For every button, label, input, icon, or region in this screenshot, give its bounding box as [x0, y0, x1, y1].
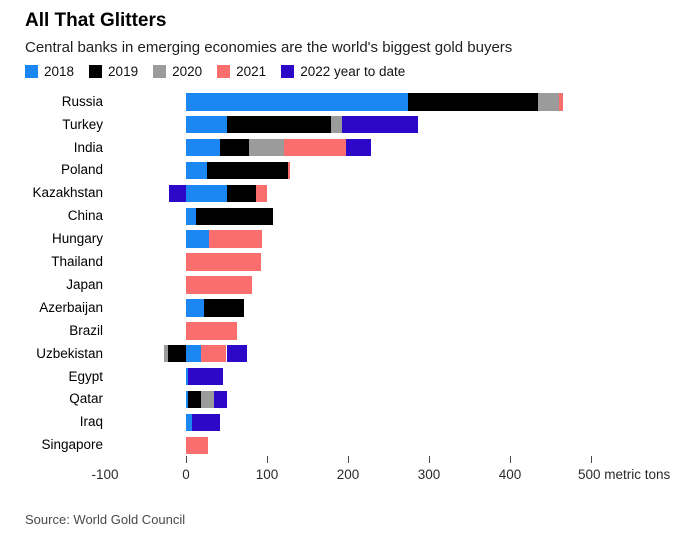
country-label-china: China [67, 208, 103, 224]
bar-segment-china-2019 [195, 207, 273, 225]
bar-segment-qatar-2019 [188, 390, 201, 409]
legend-item-2022: 2022 year to date [281, 64, 405, 79]
bar-segment-india-2021 [284, 138, 347, 157]
bar-segment-kazakhstan-2022 [168, 184, 186, 203]
country-label-kazakhstan: Kazakhstan [32, 185, 103, 201]
bar-segment-india-2019 [220, 138, 250, 157]
country-label-poland: Poland [60, 162, 103, 178]
x-axis-tick-0 [186, 456, 187, 463]
country-label-egypt: Egypt [68, 368, 103, 384]
bar-segment-singapore-2021 [186, 436, 208, 454]
country-label-qatar: Qatar [69, 391, 103, 407]
bar-segment-brazil-2021 [186, 322, 238, 340]
legend-item-2019: 2019 [89, 64, 138, 79]
bar-segment-egypt-2022 [187, 367, 224, 386]
country-label-iraq: Iraq [79, 414, 103, 430]
bar-segment-iraq-2018 [186, 413, 193, 432]
bar-segment-poland-2021 [288, 161, 291, 180]
bar-segment-uzbekistan-2019 [168, 344, 186, 363]
bar-segment-india-2018 [186, 138, 221, 157]
chart-title: All That Glitters [25, 10, 167, 31]
legend-label: 2022 year to date [300, 64, 406, 79]
source-note: Source: World Gold Council [25, 512, 186, 527]
x-axis-label-200: 200 [336, 467, 360, 482]
bar-segment-india-2022 [346, 138, 372, 157]
country-label-brazil: Brazil [69, 322, 103, 338]
bar-segment-qatar-2020 [200, 390, 215, 409]
x-axis-label-500-with-unit: 500 metric tons [578, 467, 671, 482]
country-label-thailand: Thailand [51, 254, 103, 270]
legend-swatch [25, 65, 38, 78]
bar-segment-qatar-2018 [186, 390, 189, 409]
legend-item-2018: 2018 [25, 64, 74, 79]
x-axis-label-400: 400 [498, 467, 522, 482]
bar-segment-kazakhstan-2021 [255, 184, 267, 203]
bar-segment-egypt-2018 [186, 367, 188, 386]
bar-segment-hungary-2021 [209, 230, 263, 248]
legend-item-2021: 2021 [217, 64, 266, 79]
bar-segment-japan-2021 [186, 276, 253, 294]
bar-segment-china-2018 [186, 207, 196, 225]
bar-segment-uzbekistan-2020 [164, 344, 169, 363]
bar-segment-poland-2018 [186, 161, 208, 180]
country-label-japan: Japan [66, 276, 103, 292]
x-axis-tick-200 [348, 456, 349, 463]
legend-label: 2019 [108, 64, 139, 79]
country-label-turkey: Turkey [62, 116, 103, 132]
x-axis-label-300: 300 [417, 467, 441, 482]
legend-swatch [217, 65, 231, 78]
bar-segment-turkey-2018 [186, 115, 228, 134]
country-label-azerbaijan: Azerbaijan [39, 299, 103, 315]
country-label-russia: Russia [61, 93, 103, 109]
x-axis-label-0: 0 [182, 467, 190, 482]
legend-swatch [89, 65, 103, 78]
country-label-singapore: Singapore [41, 437, 103, 453]
x-axis-tick-400 [510, 456, 511, 463]
legend-item-2020: 2020 [153, 64, 202, 79]
x-axis-label--100: -100 [91, 467, 119, 482]
bar-segment-uzbekistan-2022 [226, 344, 247, 363]
bar-segment-poland-2019 [207, 161, 289, 180]
x-axis-tick-500 [591, 456, 592, 463]
bar-segment-thailand-2021 [186, 253, 261, 271]
bar-segment-russia-2018 [186, 93, 408, 111]
chart-subtitle: Central banks in emerging economies are … [25, 39, 513, 56]
bar-segment-kazakhstan-2018 [186, 184, 228, 203]
bar-segment-russia-2020 [537, 93, 559, 111]
legend-swatch [281, 65, 295, 78]
bar-segment-russia-2019 [407, 93, 538, 111]
bar-segment-turkey-2022 [341, 115, 419, 134]
x-axis-tick-100 [267, 456, 268, 463]
legend: 2018 2019 2020 2021 2022 year to date [25, 64, 405, 79]
legend-label: 2021 [236, 64, 267, 79]
bar-segment-russia-2021 [558, 93, 563, 111]
legend-label: 2018 [44, 64, 75, 79]
country-label-uzbekistan: Uzbekistan [36, 345, 103, 361]
bar-segment-turkey-2020 [330, 115, 342, 134]
country-label-hungary: Hungary [51, 231, 103, 247]
bar-segment-uzbekistan-2018 [186, 344, 201, 363]
bar-segment-qatar-2022 [214, 390, 228, 409]
x-axis-tick-300 [429, 456, 430, 463]
bar-segment-hungary-2018 [186, 230, 210, 248]
bar-segment-india-2020 [249, 138, 284, 157]
bar-segment-kazakhstan-2019 [227, 184, 256, 203]
bar-segment-turkey-2019 [227, 115, 331, 134]
legend-label: 2020 [172, 64, 203, 79]
bar-segment-azerbaijan-2018 [186, 299, 204, 317]
x-axis-label-100: 100 [255, 467, 279, 482]
bar-segment-uzbekistan-2021 [200, 344, 227, 363]
legend-swatch [153, 65, 167, 78]
bar-segment-azerbaijan-2019 [203, 299, 245, 317]
bar-segment-iraq-2022 [192, 413, 220, 432]
country-label-india: India [73, 139, 103, 155]
